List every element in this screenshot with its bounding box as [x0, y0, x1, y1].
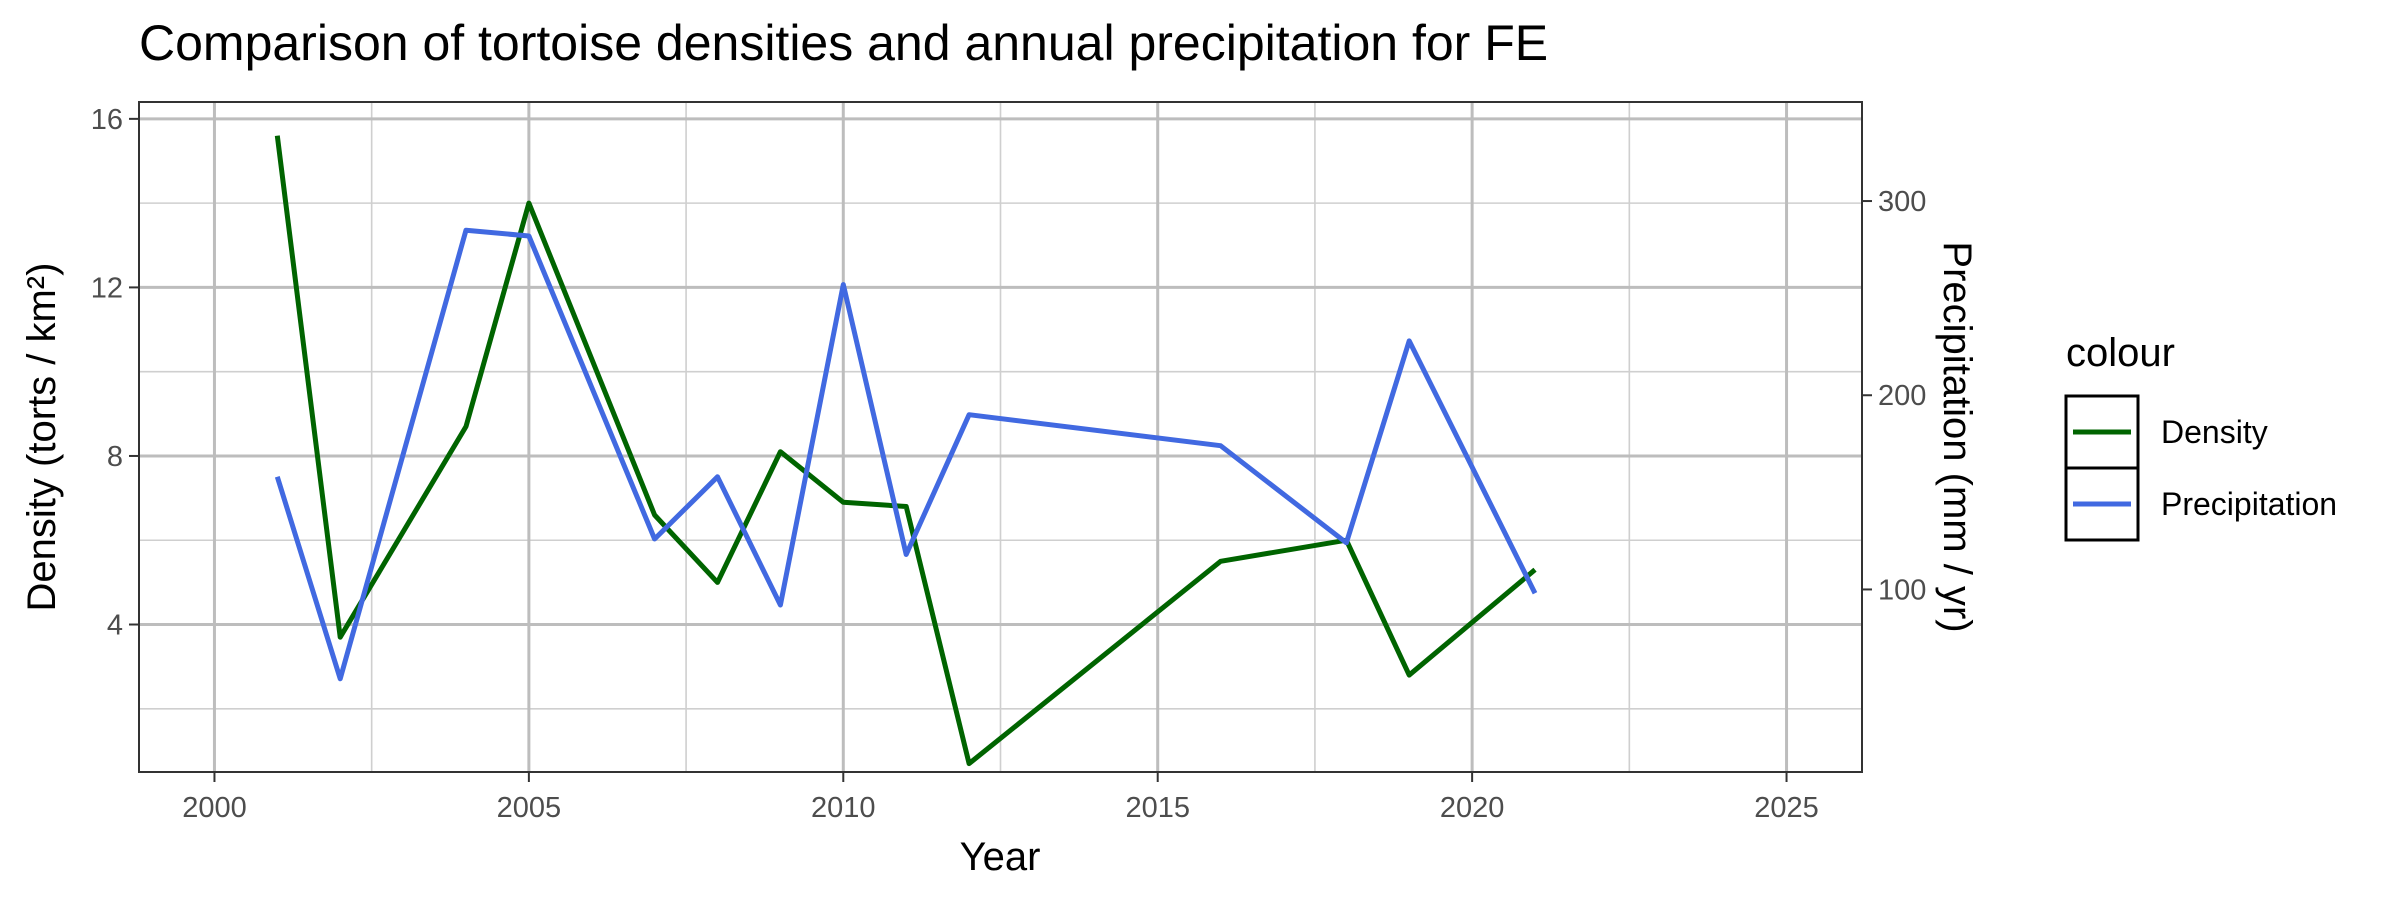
chart-title: Comparison of tortoise densities and ann… — [139, 15, 1548, 71]
grid — [139, 102, 1862, 772]
x-tick-label: 2015 — [1125, 792, 1190, 824]
y-tick-label: 16 — [91, 104, 123, 136]
y2-tick-label: 100 — [1878, 574, 1926, 606]
y-tick-label: 8 — [107, 441, 123, 473]
y2-tick-label: 200 — [1878, 380, 1926, 412]
plot-panel — [138, 101, 1863, 773]
series-line-density — [274, 135, 1537, 767]
x-axis-title: Year — [960, 835, 1041, 879]
x-tick-label: 2025 — [1754, 792, 1819, 824]
legend: colour Density Precipitation — [2064, 331, 2337, 542]
x-tick-label: 2010 — [811, 792, 876, 824]
y-tick-label: 4 — [107, 610, 123, 642]
y2-tick-label: 300 — [1878, 186, 1926, 218]
x-tick-label: 2000 — [182, 792, 247, 824]
y2-axis-title: Precipitation (mm / yr) — [1935, 241, 1979, 632]
y-axis-title: Density (torts / km²) — [20, 263, 64, 612]
legend-label-density: Density — [2161, 414, 2268, 450]
x-tick-label: 2020 — [1440, 792, 1505, 824]
legend-label-precipitation: Precipitation — [2161, 486, 2337, 522]
series-line-precipitation — [274, 227, 1538, 682]
axis-ticks: 2000 2005 2010 2015 2020 2025 4 8 12 16 100 200 300 — [91, 104, 1927, 824]
plot-lines — [274, 135, 1538, 767]
y-tick-label: 12 — [91, 272, 123, 304]
x-tick-label: 2005 — [497, 792, 562, 824]
legend-title: colour — [2066, 331, 2175, 375]
